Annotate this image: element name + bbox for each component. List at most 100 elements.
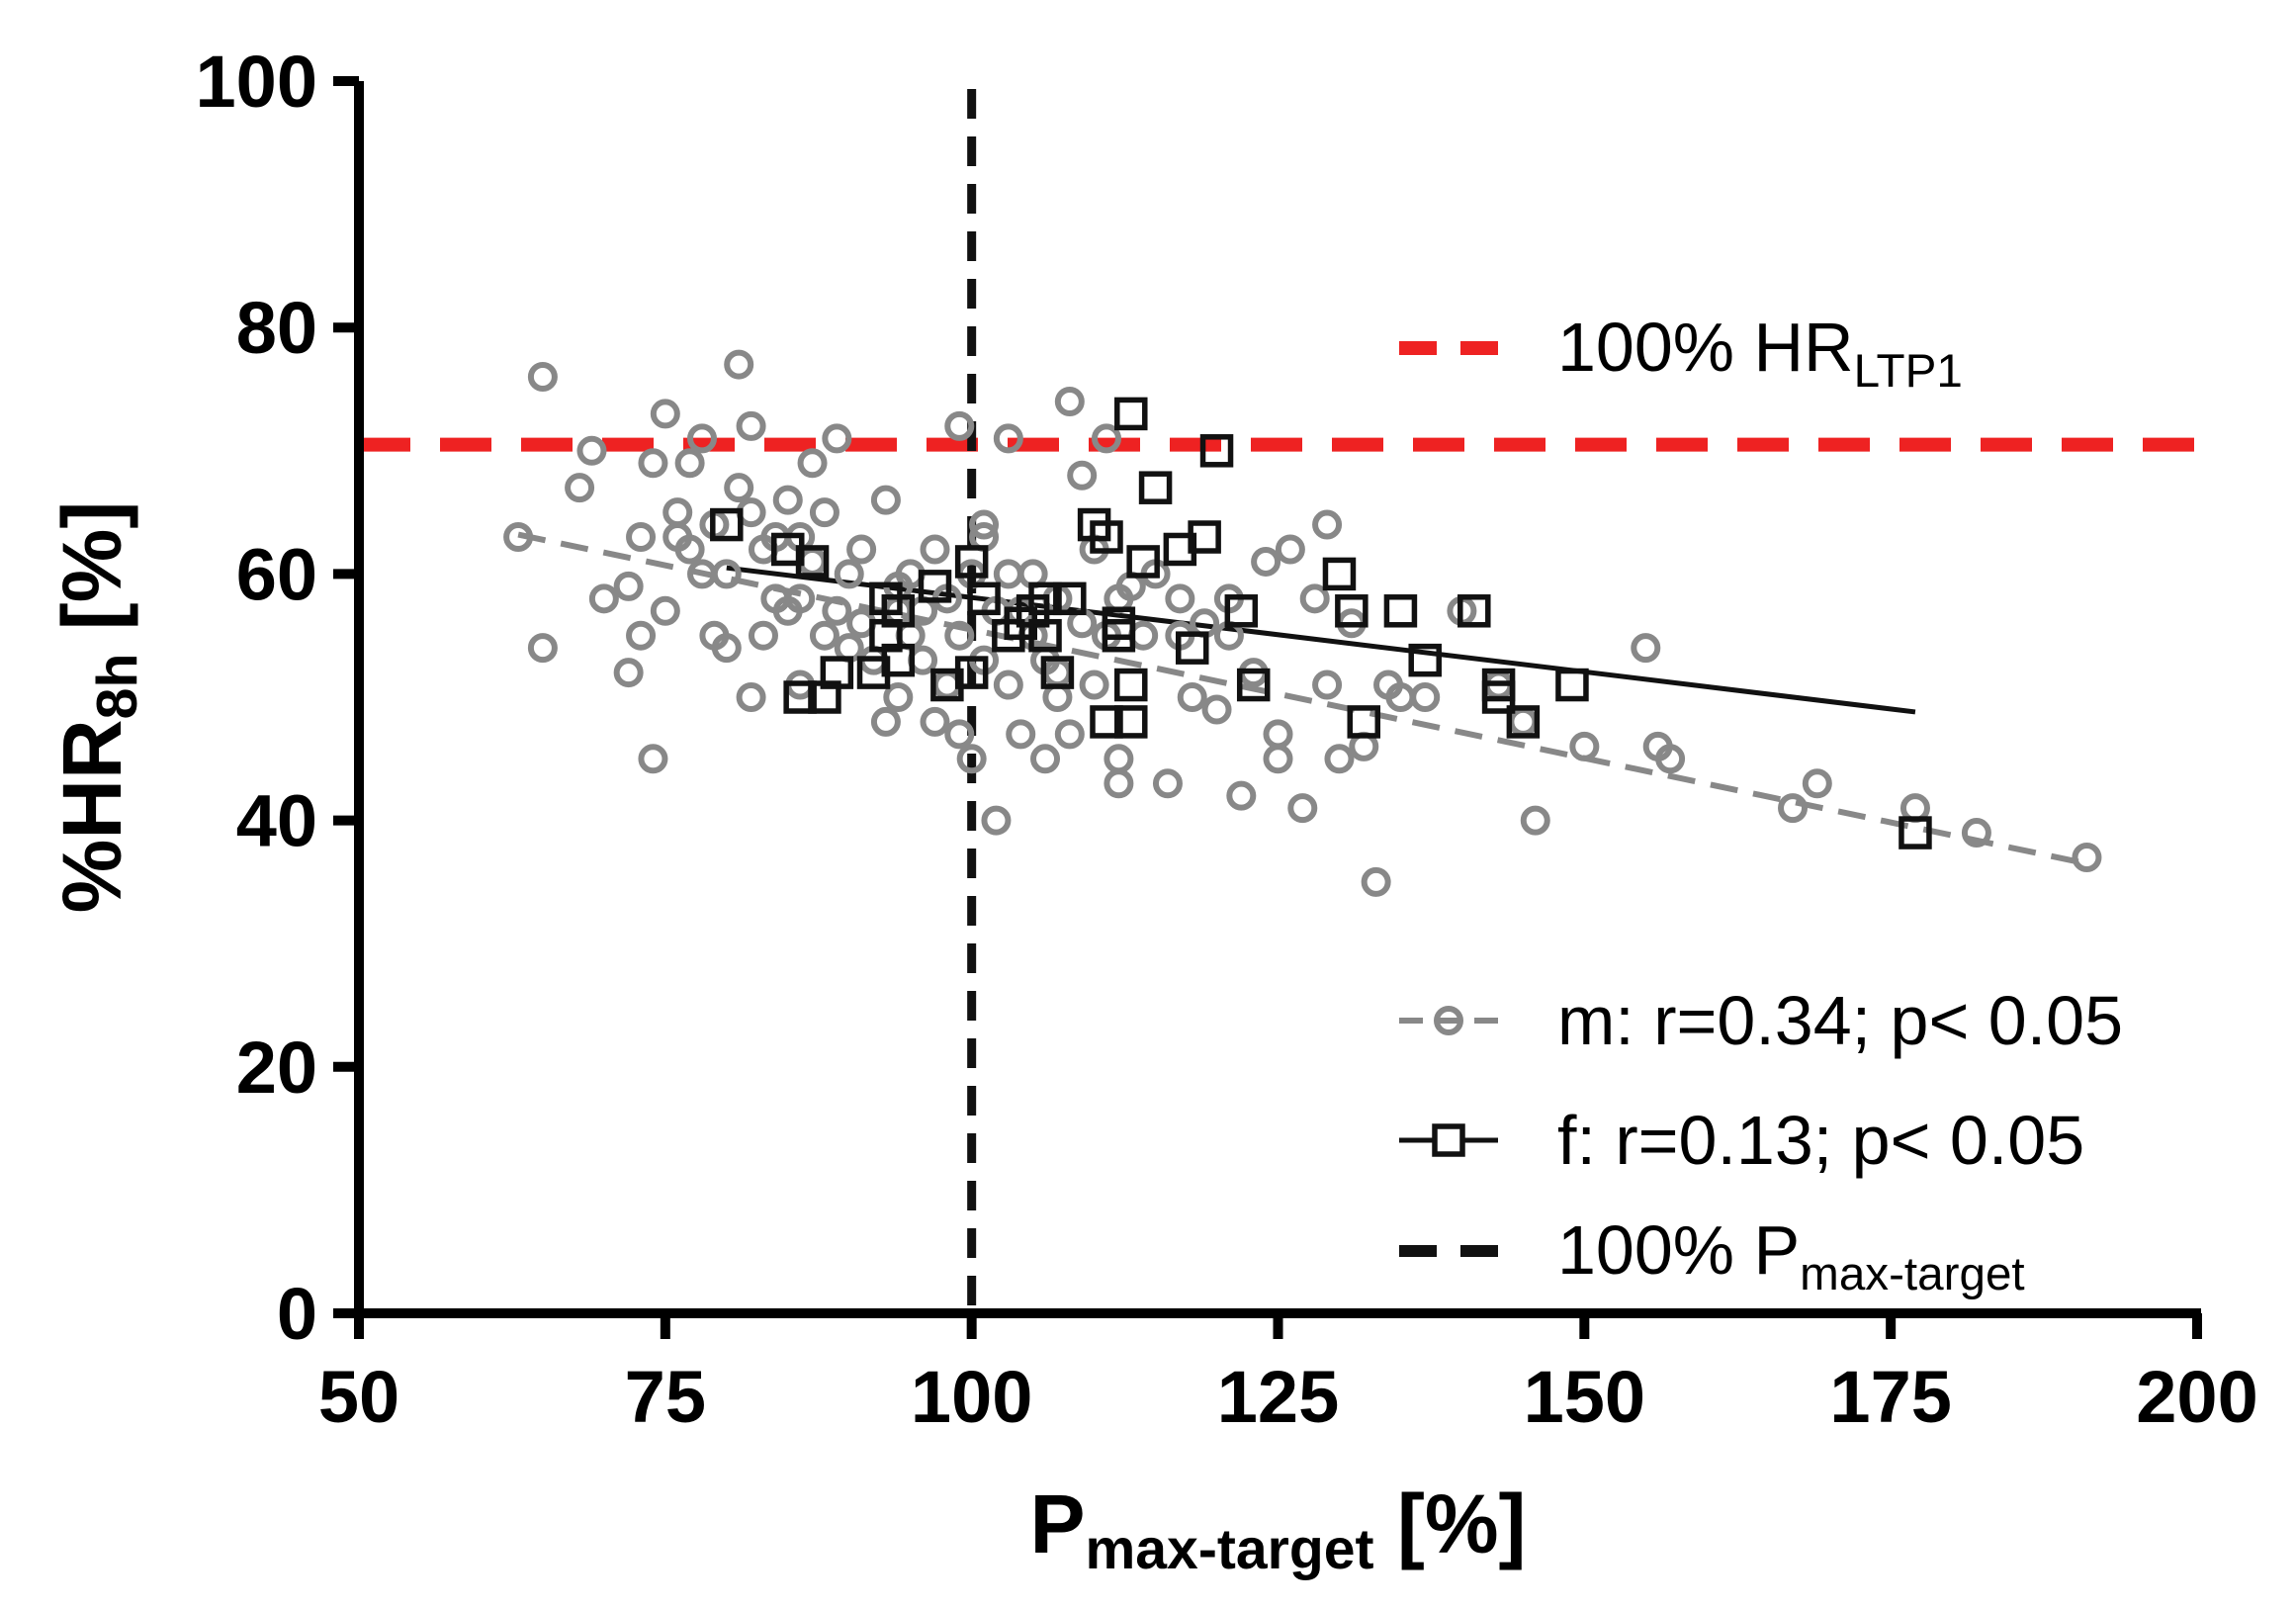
point-m [527, 362, 558, 393]
point-m [993, 670, 1023, 700]
point-m [981, 805, 1012, 836]
point-f [1188, 520, 1221, 554]
x-tick-label: 75 [625, 1356, 706, 1438]
point-f [881, 643, 916, 677]
point-m [870, 706, 901, 737]
point-m [674, 448, 705, 479]
point-f [1322, 557, 1357, 591]
legend-label-m: m: r=0.34; p< 0.05 [1557, 982, 2123, 1059]
point-m [1631, 633, 1661, 664]
point-m [527, 633, 558, 664]
legend-label-hr-ltp1: 100% HRLTP1 [1557, 309, 1963, 398]
point-m [969, 509, 1000, 540]
point-m [626, 620, 657, 651]
point-f [967, 581, 1001, 616]
point-f [954, 545, 989, 579]
y-tick-label: 100 [196, 41, 317, 123]
point-m [1361, 866, 1391, 897]
point-m [1802, 768, 1832, 799]
point-m [1520, 805, 1550, 836]
point-m [576, 435, 607, 466]
point-m [1067, 460, 1098, 491]
point-m [883, 682, 914, 712]
point-f [783, 680, 817, 714]
legend: 100% HRLTP1 m: r=0.34; p< 0.05 f: r=0.13; … [1399, 309, 2123, 1300]
point-m [822, 595, 852, 626]
point-m [956, 744, 987, 774]
point-m [1312, 509, 1343, 540]
point-f [1347, 705, 1381, 739]
point-m [1177, 682, 1207, 712]
point-f [1175, 631, 1209, 665]
point-f [1408, 643, 1442, 677]
point-m [993, 559, 1023, 589]
point-m [1312, 670, 1343, 700]
point-f [1481, 680, 1516, 714]
point-f [820, 656, 854, 689]
point-m [711, 633, 742, 664]
legend-label-f: f: r=0.13; p< 0.05 [1557, 1102, 2084, 1179]
point-f [1090, 520, 1123, 554]
y-tick-label: 60 [236, 533, 317, 615]
point-f [881, 594, 916, 628]
point-m [1287, 793, 1318, 824]
point-m [711, 559, 742, 589]
point-m [1251, 546, 1281, 577]
point-m [736, 410, 766, 441]
x-tick-label: 125 [1217, 1356, 1339, 1438]
x-tick-label: 200 [2136, 1356, 2257, 1438]
point-m [687, 423, 718, 454]
point-m [834, 559, 864, 589]
point-m [1030, 744, 1061, 774]
point-f [1457, 594, 1491, 628]
point-m [785, 583, 816, 614]
point-m [588, 583, 619, 614]
point-m [809, 497, 839, 528]
point-f [1040, 656, 1075, 689]
point-m [650, 399, 680, 429]
point-f [1555, 668, 1589, 702]
point-f [1090, 705, 1123, 739]
point-m [1152, 768, 1183, 799]
x-tick-label: 100 [911, 1356, 1032, 1438]
point-f [954, 656, 989, 689]
point-m [1104, 744, 1134, 774]
point-m [1324, 744, 1355, 774]
point-m [650, 595, 680, 626]
point-m [1655, 744, 1686, 774]
point-m [565, 473, 595, 503]
y-tick-label: 80 [236, 287, 317, 369]
point-f [1126, 545, 1160, 579]
point-f [1236, 668, 1271, 702]
point-m [724, 473, 754, 503]
point-m [944, 719, 975, 750]
point-m [846, 534, 877, 565]
point-m [626, 522, 657, 553]
point-f [795, 545, 830, 579]
point-f [1114, 705, 1148, 739]
x-axis-title: Pmax-target [%] [1029, 1477, 1526, 1581]
point-m [1275, 534, 1305, 565]
point-m [1778, 793, 1809, 824]
point-m [822, 423, 852, 454]
point-m [1006, 719, 1036, 750]
point-f [1335, 594, 1369, 628]
point-m [748, 620, 778, 651]
point-m [772, 485, 803, 515]
point-m [638, 744, 668, 774]
fit-line-m [517, 531, 2088, 867]
point-m [1165, 583, 1195, 614]
reference-lines [359, 89, 2197, 1313]
point-f [1114, 668, 1148, 702]
point-f [1028, 581, 1062, 616]
fit-line-f [726, 565, 1916, 715]
point-f [1224, 594, 1259, 628]
data-points [503, 349, 2102, 897]
x-tick-label: 50 [318, 1356, 399, 1438]
point-f [1114, 397, 1148, 431]
legend-label-pmax-target: 100% Pmax-target [1557, 1211, 2025, 1300]
point-m [944, 410, 975, 441]
point-m [944, 620, 975, 651]
point-m [2072, 842, 2102, 872]
